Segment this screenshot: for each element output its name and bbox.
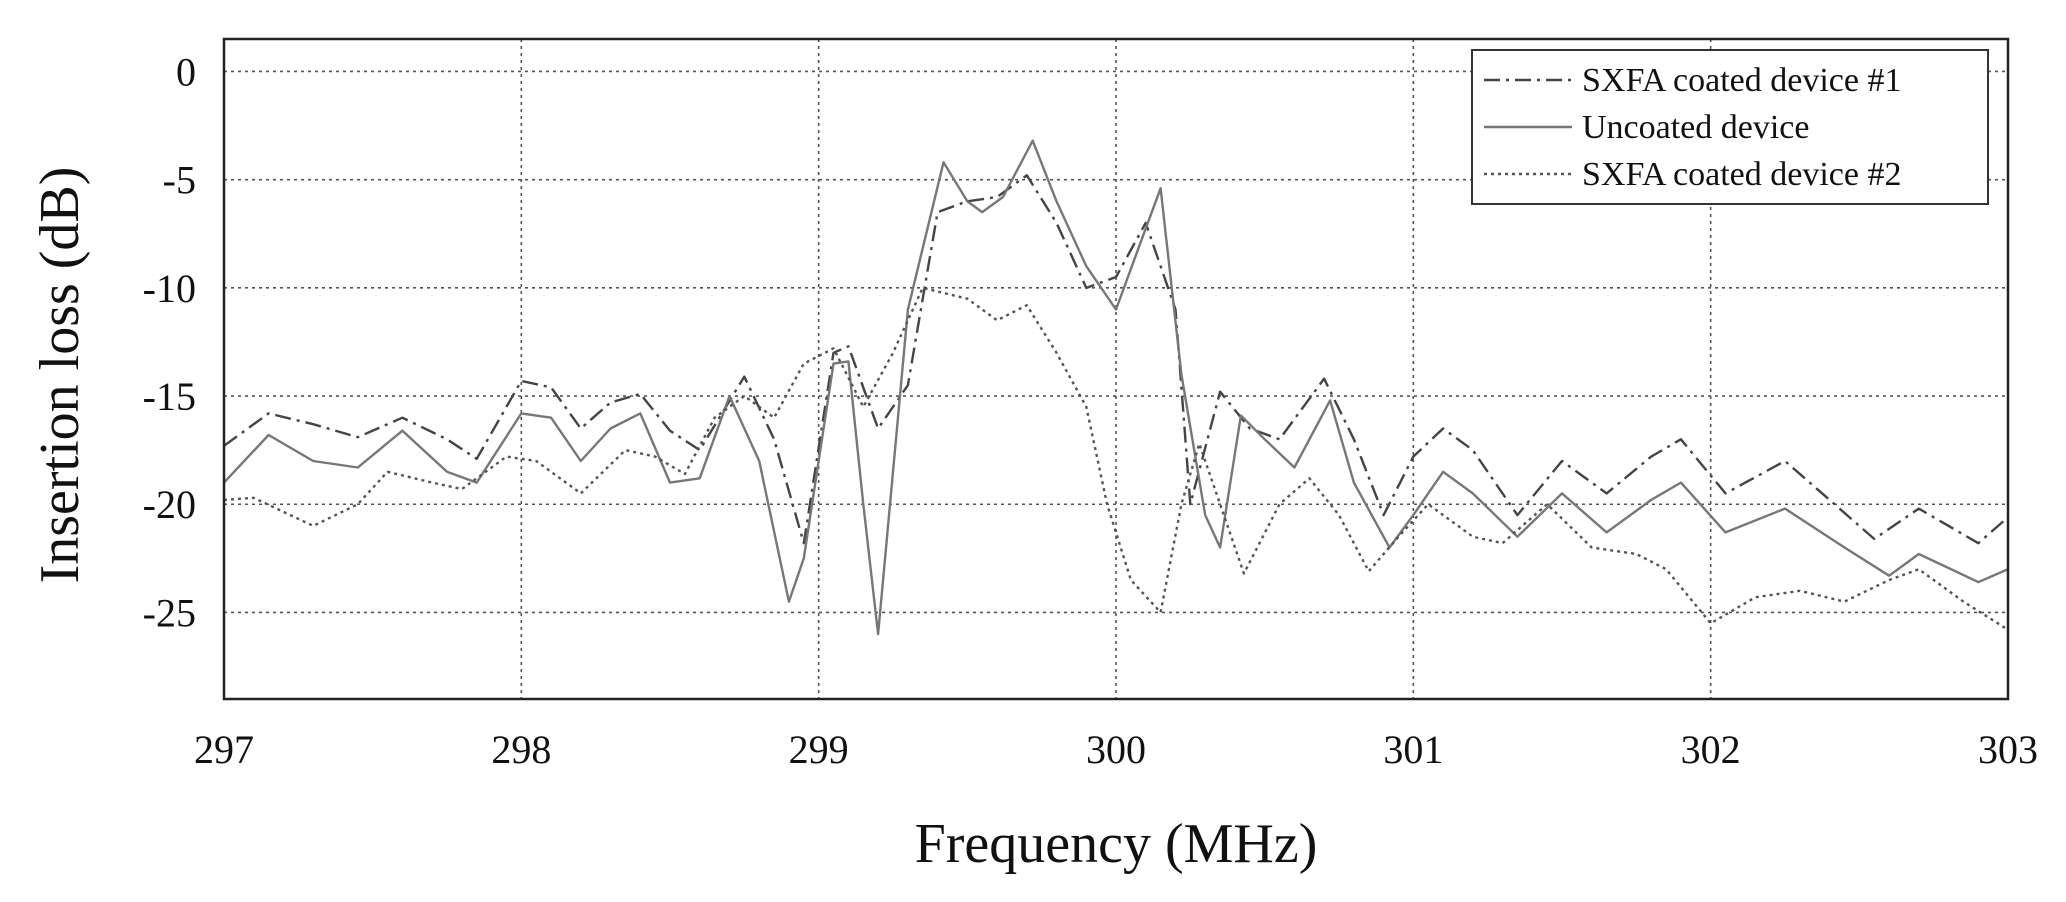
series-line-1 bbox=[223, 174, 2009, 545]
x-tick-label: 299 bbox=[789, 727, 849, 772]
y-tick-label: -15 bbox=[143, 374, 196, 419]
x-axis-title: Frequency (MHz) bbox=[915, 813, 1318, 875]
x-tick-label: 303 bbox=[1978, 727, 2038, 772]
y-tick-label: -10 bbox=[143, 266, 196, 311]
x-tick-label: 297 bbox=[194, 727, 254, 772]
y-tick-label: -20 bbox=[143, 482, 196, 527]
y-tick-labels: 0 -5 -10 -15 -20 -25 bbox=[143, 49, 196, 635]
x-tick-label: 301 bbox=[1383, 727, 1443, 772]
plot-frame bbox=[222, 37, 2010, 701]
x-tick-label: 298 bbox=[491, 727, 551, 772]
x-tick-label: 302 bbox=[1681, 727, 1741, 772]
legend-label: SXFA coated device #2 bbox=[1582, 156, 1901, 193]
x-tick-label: 300 bbox=[1086, 727, 1146, 772]
y-tick-label: -5 bbox=[163, 158, 196, 203]
legend-label: Uncoated device bbox=[1582, 109, 1810, 146]
y-axis-title: Insertion loss (dB) bbox=[29, 167, 91, 584]
series-line-3 bbox=[223, 286, 2009, 631]
y-tick-label: -25 bbox=[143, 590, 196, 635]
x-tick-labels: 297 298 299 300 301 302 303 bbox=[194, 727, 2038, 772]
legend: SXFA coated device #1 Uncoated device SXFA… bbox=[1471, 49, 1989, 205]
legend-entries: SXFA coated device #1 Uncoated device SXFA… bbox=[1484, 62, 1901, 193]
series-line-2 bbox=[223, 139, 2009, 636]
legend-label: SXFA coated device #1 bbox=[1582, 62, 1901, 99]
y-tick-label: 0 bbox=[176, 49, 196, 94]
series-layer bbox=[223, 139, 2009, 636]
